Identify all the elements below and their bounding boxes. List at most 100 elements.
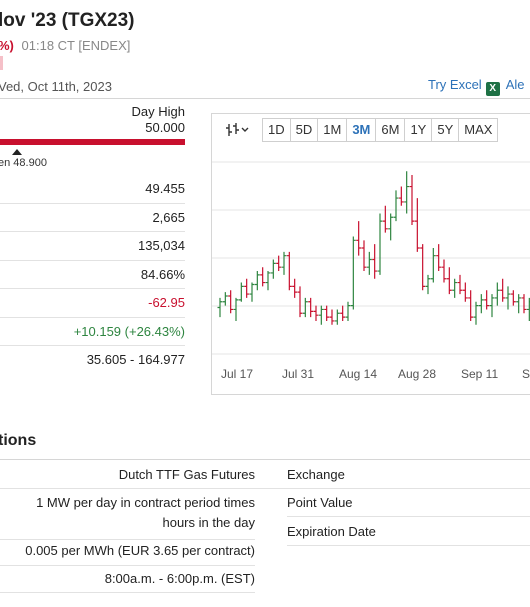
ohlc-bar [233,297,239,321]
spec-divider [0,592,255,593]
ohlc-bar [510,290,516,306]
day-high-label: Day High [131,104,185,119]
ohlc-bar [297,286,303,318]
ohlc-bar [420,244,426,291]
spec-divider [0,565,255,566]
ohlc-bar [292,278,298,298]
ohlc-bar [441,259,447,283]
stat-row: 35.605 - 164.977 [86,352,185,367]
range-tabs: 1D 5D 1M 3M 6M 1Y 5Y MAX [262,118,499,142]
ohlc-bar [340,305,346,321]
day-high: Day High 50.000 [100,104,185,136]
ohlc-bar [425,274,431,295]
ohlc-bar [217,297,223,318]
stats-list: 49.455 2,665 135,034 84.66% -62.95 +10.1… [0,175,185,375]
ohlc-bar [329,309,335,325]
spec-divider [0,488,530,489]
ohlc-bar [404,171,410,214]
ohlc-bar [254,271,260,291]
ohlc-bar [249,282,255,302]
page-title: lov '23 (TGX23) [0,10,135,31]
range-tab-5d[interactable]: 5D [290,119,319,141]
stat-row: +10.159 (+26.43%) [0,318,185,346]
ohlc-bar [436,244,442,272]
ohlc-bar [414,198,420,252]
alerts-link[interactable]: Ale [505,77,525,92]
ohlc-bar [350,236,356,310]
excel-icon[interactable]: X [485,82,500,96]
ohlc-bar [462,282,468,302]
ohlc-bar [521,294,527,314]
ohlc-bar [446,267,452,295]
range-tab-6m[interactable]: 6M [376,119,406,141]
spec-tick-size: 0.005 per MWh (EUR 3.65 per contract) [25,543,255,558]
range-tab-1m[interactable]: 1M [318,119,348,141]
open-caret-icon [12,149,22,155]
price-change-line: %) 01:18 CT [ENDEX] [0,38,130,53]
ohlc-bar [265,271,271,291]
ohlc-bar [388,213,394,241]
spec-contract-name: Dutch TTF Gas Futures [118,467,255,482]
ohlc-bar [244,278,250,298]
specs-divider [0,459,530,460]
range-tab-1y[interactable]: 1Y [405,119,433,141]
ohlc-bar [313,305,319,321]
stat-row: 84.66% [0,261,185,289]
x-tick-label: S [522,367,530,381]
ohlc-bar [516,294,522,314]
day-high-value: 50.000 [145,120,185,135]
ohlc-bar [308,297,314,318]
ohlc-bar [409,175,415,225]
chart-toolbar: 1D 5D 1M 3M 6M 1Y 5Y MAX [224,118,499,142]
x-tick-label: Aug 14 [339,367,377,381]
quote-date: Ved, Oct 11th, 2023 [0,79,112,94]
ohlc-bar [398,186,404,206]
ohlc-bar [494,282,500,306]
stat-row: -62.95 [0,289,185,318]
ohlc-bar [505,286,511,310]
x-tick-label: Jul 31 [282,367,314,381]
x-tick-label: Aug 28 [398,367,436,381]
ohlc-bar [281,251,287,275]
top-tools: Try Excel X Ale [428,77,525,96]
ohlc-bar [377,213,383,275]
ohlc-bar [500,278,506,302]
ohlc-bar [238,282,244,302]
open-label: en 48.900 [0,157,47,169]
ohlc-bar [393,190,399,222]
range-tab-5y[interactable]: 5Y [432,119,460,141]
spec-label-exchange: Exchange [287,467,345,482]
header-divider [0,98,530,99]
ohlc-bar [361,240,367,272]
stat-row: 49.455 [0,175,185,204]
ohlc-bar [334,309,340,325]
ohlc-bar [478,294,484,314]
ohlc-bar [468,290,474,321]
chart-type-selector[interactable] [224,119,262,141]
ohlc-bar [366,251,372,275]
ohlc-bar [302,297,308,318]
price-chart: Jul 17 Jul 31 Aug 14 Aug 28 Sep 11 S 1D 5D 1M 3M… [211,113,530,395]
ohlc-bar [356,221,362,256]
ohlc-bar [270,259,276,279]
range-tab-max[interactable]: MAX [459,119,498,141]
ohlc-bar [276,255,282,272]
ohlc-bar [324,305,330,321]
stat-row: 135,034 [0,232,185,261]
stat-row: 2,665 [0,204,185,232]
ohlc-chart[interactable]: Jul 17 Jul 31 Aug 14 Aug 28 Sep 11 S [212,114,530,396]
spec-label-expiration: Expiration Date [287,524,376,539]
day-range-bar [0,139,185,145]
range-tab-3m[interactable]: 3M [347,119,377,141]
ohlc-bar [260,267,266,287]
ohlc-bar [457,274,463,295]
range-tab-1d[interactable]: 1D [263,119,291,141]
ohlc-bar [345,301,351,321]
ohlc-bar [228,290,234,314]
x-tick-label: Jul 17 [221,367,253,381]
spec-label-point-value: Point Value [287,495,353,510]
spec-divider [0,539,255,540]
try-excel-link[interactable]: Try Excel [428,77,482,92]
ohlc-bar [222,292,228,306]
ohlc-bar [382,205,388,233]
